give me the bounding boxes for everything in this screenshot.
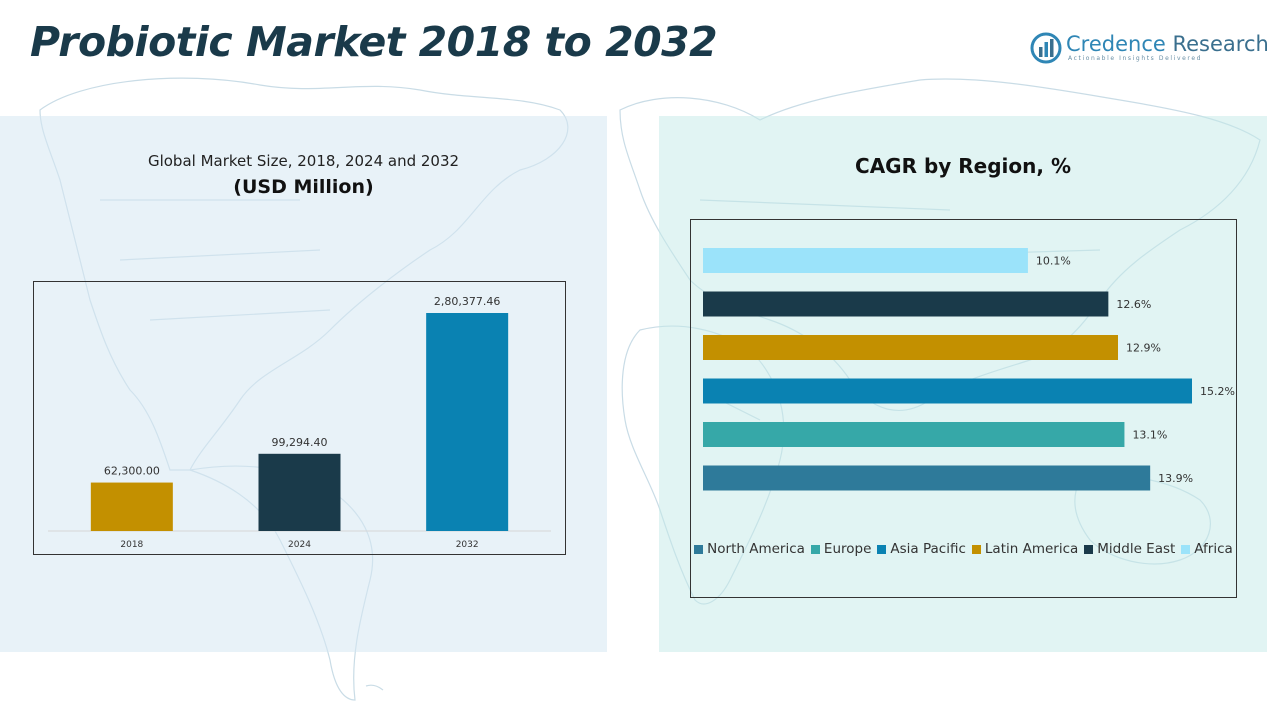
chart-frame — [690, 219, 1237, 598]
bar-value-label: 62,300.00 — [104, 465, 160, 478]
market-size-chart-title: Global Market Size, 2018, 2024 and 2032 — [147, 152, 460, 170]
bar-2032 — [426, 313, 509, 531]
legend-label: Latin America — [984, 541, 1079, 557]
legend-swatch — [1084, 544, 1094, 554]
market-size-unit-label: (USD Million) — [233, 176, 374, 198]
bar-middle-east — [703, 291, 1109, 317]
legend-label: Middle East — [1097, 541, 1176, 557]
bar-2024 — [258, 453, 341, 531]
legend-item: Latin America — [971, 541, 1079, 557]
bar-value-label: 15.2% — [1200, 385, 1235, 398]
x-tick-label: 2018 — [120, 540, 143, 550]
bar-value-label: 13.9% — [1158, 472, 1193, 485]
bar-chart-circle-icon — [1030, 32, 1062, 64]
legend-swatch — [694, 544, 704, 554]
chart-frame — [33, 281, 566, 555]
logo-name-second: Research — [1172, 32, 1267, 56]
legend-item: Africa — [1181, 541, 1233, 557]
legend-label: Africa — [1194, 541, 1233, 557]
legend-label: Asia Pacific — [890, 541, 966, 557]
bar-africa — [703, 248, 1028, 273]
legend-item: Middle East — [1084, 541, 1175, 557]
legend-label: North America — [707, 541, 805, 557]
logo-tagline: Actionable Insights Delivered — [1068, 55, 1203, 62]
bar-asia-pacific — [703, 378, 1192, 404]
bar-value-label: 10.1% — [1036, 255, 1071, 268]
logo-name-first: Credence — [1066, 32, 1166, 56]
bar-value-label: 12.6% — [1116, 298, 1151, 311]
bar-value-label: 2,80,377.46 — [434, 295, 500, 308]
legend-swatch — [971, 544, 981, 554]
legend-swatch — [810, 544, 820, 554]
legend-item: Europe — [810, 541, 872, 557]
market-size-bar-chart: 62,300.00 2018 99,294.40 2024 2,80,377.46 203… — [33, 281, 566, 555]
cagr-legend: North America Europe Asia Pacific Latin Ame… — [690, 541, 1237, 557]
legend-item: North America — [694, 541, 805, 557]
cagr-horizontal-bar-chart: 10.1% 12.6% 12.9% 15.2% 13.1% 13.9% — [690, 219, 1237, 598]
legend-item: Asia Pacific — [877, 541, 966, 557]
legend-swatch — [1181, 544, 1191, 554]
bar-europe — [703, 422, 1125, 447]
cagr-chart-title: CAGR by Region, % — [855, 154, 1071, 178]
legend-label: Europe — [823, 541, 872, 557]
legend-swatch — [877, 544, 887, 554]
bar-north-america — [703, 465, 1151, 491]
bar-value-label: 13.1% — [1132, 429, 1167, 442]
bar-2018 — [90, 482, 173, 531]
logo-name: Credence Research — [1066, 32, 1267, 56]
bar-value-label: 12.9% — [1126, 342, 1161, 355]
x-tick-label: 2024 — [288, 540, 311, 550]
bar-value-label: 99,294.40 — [272, 436, 328, 449]
page-title: Probiotic Market 2018 to 2032 — [30, 18, 718, 66]
credence-research-logo: Credence Research Actionable Insights De… — [1030, 30, 1267, 66]
x-tick-label: 2032 — [456, 540, 479, 550]
bar-latin-america — [703, 335, 1119, 360]
